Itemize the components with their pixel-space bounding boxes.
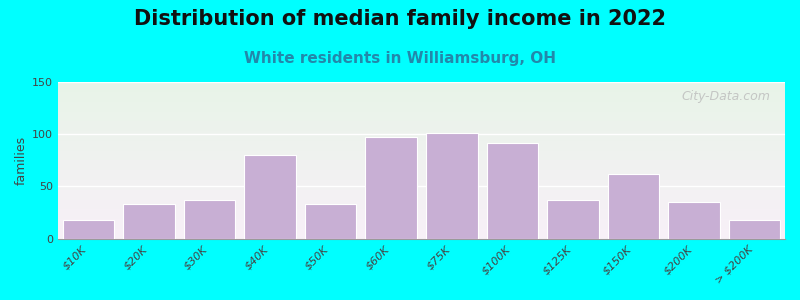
Bar [123,204,174,239]
Bar [62,220,114,239]
Bar [486,142,538,239]
Bar [729,220,781,239]
Text: White residents in Williamsburg, OH: White residents in Williamsburg, OH [244,51,556,66]
Text: Distribution of median family income in 2022: Distribution of median family income in … [134,9,666,29]
Bar [608,174,659,239]
Bar [547,200,598,239]
Bar [366,137,417,239]
Text: City-Data.com: City-Data.com [682,90,770,103]
Y-axis label: families: families [15,136,28,185]
Bar [668,202,720,239]
Bar [184,200,235,239]
Bar [305,204,356,239]
Bar [426,133,478,239]
Bar [244,155,296,239]
